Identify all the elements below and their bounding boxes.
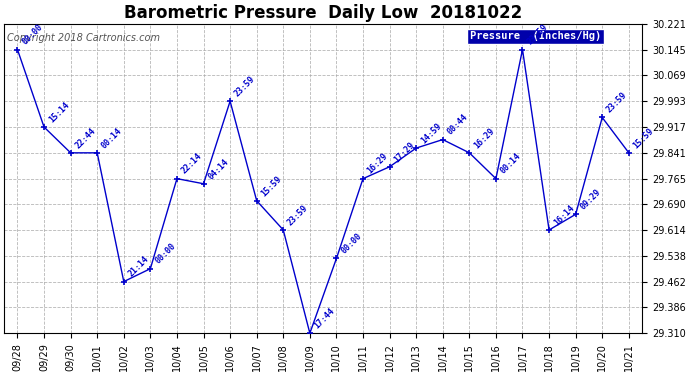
Text: Pressure  (Inches/Hg): Pressure (Inches/Hg) [470,32,601,42]
Text: 00:44: 00:44 [446,113,470,137]
Text: 23:59: 23:59 [286,203,310,227]
Text: 16:14: 16:14 [552,203,576,227]
Text: 15:59: 15:59 [259,174,284,198]
Text: 17:44: 17:44 [313,306,337,330]
Text: 17:29: 17:29 [393,140,416,164]
Text: 16:29: 16:29 [472,126,496,150]
Text: 00:00: 00:00 [20,23,44,47]
Title: Barometric Pressure  Daily Low  20181022: Barometric Pressure Daily Low 20181022 [124,4,522,22]
Text: 09:29: 09:29 [578,188,602,211]
Text: 23:59: 23:59 [233,74,257,98]
Text: Copyright 2018 Cartronics.com: Copyright 2018 Cartronics.com [8,33,160,43]
Text: 14:59: 14:59 [419,121,443,145]
Text: 15:14: 15:14 [47,100,71,124]
Text: 21:14: 21:14 [126,255,150,279]
Text: 04:14: 04:14 [206,157,230,181]
Text: 23:59: 23:59 [605,91,629,115]
Text: 00:00: 00:00 [153,242,177,266]
Text: 22:44: 22:44 [73,126,97,150]
Text: 22:14: 22:14 [179,152,204,176]
Text: 23:59: 23:59 [525,23,549,47]
Text: 00:14: 00:14 [100,126,124,150]
Text: 00:00: 00:00 [339,232,363,256]
Text: 00:14: 00:14 [499,152,523,176]
Text: 15:59: 15:59 [631,126,656,150]
Text: 16:29: 16:29 [366,152,390,176]
